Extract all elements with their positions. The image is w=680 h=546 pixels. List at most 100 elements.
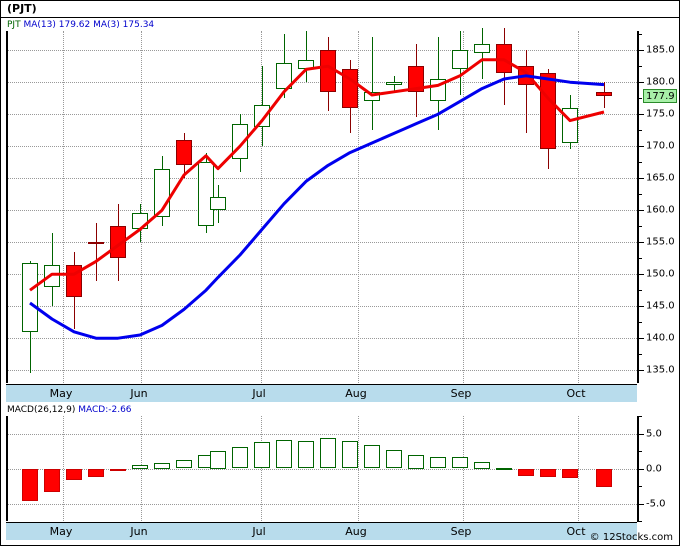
ma3-line xyxy=(29,58,605,292)
copyright-footer: © 12Stocks.com xyxy=(589,532,673,543)
price-month-axis: May Jun Jul Aug Sep Oct xyxy=(6,384,637,402)
macd-bar xyxy=(452,457,468,469)
macd-bar xyxy=(342,441,358,469)
price-axis-minor-tick xyxy=(637,162,642,164)
candle-wick xyxy=(96,223,97,281)
month-label: Aug xyxy=(345,525,367,538)
price-axis-tick xyxy=(637,274,644,276)
candle-body xyxy=(22,262,38,332)
price-gridline xyxy=(8,178,637,180)
macd-chart-panel[interactable] xyxy=(6,416,637,521)
candle-body xyxy=(276,63,292,89)
macd-bar xyxy=(320,438,336,469)
price-axis-minor-tick xyxy=(637,258,642,260)
macd-axis-minor-tick xyxy=(637,521,642,522)
macd-axis-label: 5.0 xyxy=(646,428,662,439)
price-gridline xyxy=(8,306,637,308)
macd-bar xyxy=(132,465,148,469)
price-axis-minor-tick xyxy=(637,226,642,228)
macd-bar xyxy=(364,445,380,469)
month-label: Aug xyxy=(345,387,367,400)
price-axis-label: 185.0 xyxy=(646,44,675,56)
macd-axis-label: -5.0 xyxy=(646,498,666,509)
month-label: Jun xyxy=(130,525,148,538)
candle-body xyxy=(342,69,358,108)
macd-axis-minor-tick xyxy=(637,451,642,452)
month-label: Jul xyxy=(252,387,266,400)
price-axis-minor-tick xyxy=(637,34,642,36)
candle-body xyxy=(198,162,214,227)
macd-axis-tick xyxy=(637,433,644,435)
macd-bar xyxy=(176,460,192,469)
price-axis-label: 155.0 xyxy=(646,236,675,248)
macd-gridline xyxy=(8,468,637,470)
candle-wick xyxy=(482,27,483,79)
price-chart-panel[interactable] xyxy=(6,27,637,383)
price-axis-label: 140.0 xyxy=(646,332,675,344)
price-gridline xyxy=(8,146,637,148)
month-label: May xyxy=(49,525,73,538)
month-label: Sep xyxy=(450,387,472,400)
macd-bar xyxy=(474,461,490,469)
macd-value-label: MACD:-2.66 xyxy=(78,405,132,415)
macd-axis-tick xyxy=(637,468,644,470)
macd-bar xyxy=(430,457,446,469)
month-label: Oct xyxy=(566,387,586,400)
legend-ma3-label: MA(3) xyxy=(93,20,120,30)
price-axis-tick xyxy=(637,242,644,244)
candle-body xyxy=(596,91,612,96)
candle-body xyxy=(254,104,270,127)
macd-axis-minor-tick xyxy=(637,416,642,417)
price-month-gridline xyxy=(578,31,579,383)
macd-bar xyxy=(298,441,314,469)
month-label: Oct xyxy=(566,525,586,538)
macd-bar xyxy=(210,451,226,469)
price-axis-tick xyxy=(637,82,644,84)
price-axis-tick xyxy=(637,338,644,340)
candle-body xyxy=(364,91,380,102)
price-axis-tick xyxy=(637,178,644,180)
macd-axis-tick xyxy=(637,503,644,505)
price-month-gridline xyxy=(261,31,262,383)
price-axis-minor-tick xyxy=(637,322,642,324)
month-label: Jul xyxy=(252,525,266,538)
candle-body xyxy=(474,43,490,54)
price-axis-line xyxy=(637,31,639,383)
macd-bar xyxy=(540,468,556,477)
macd-gridline xyxy=(8,433,637,435)
price-axis-minor-tick xyxy=(637,98,642,100)
legend-ma13-value: 179.62 xyxy=(58,20,91,30)
macd-bar xyxy=(408,454,424,469)
price-gridline xyxy=(8,114,637,116)
legend-symbol: PJT xyxy=(7,20,21,30)
macd-axis-minor-tick xyxy=(637,486,642,487)
price-gridline xyxy=(8,210,637,212)
price-axis-label: 150.0 xyxy=(646,268,675,280)
price-axis-minor-tick xyxy=(637,354,642,356)
macd-bar xyxy=(66,468,82,480)
macd-bar xyxy=(88,468,104,477)
candle-body xyxy=(210,197,226,211)
macd-bar xyxy=(518,468,534,477)
price-month-gridline xyxy=(463,31,464,383)
price-axis-label: 170.0 xyxy=(646,140,675,152)
price-legend: PJT MA(13) 179.62 MA(3) 175.34 xyxy=(7,20,154,30)
candle-body xyxy=(386,82,402,86)
page-title: (PJT) xyxy=(7,2,37,15)
last-price-label: 177.9 xyxy=(643,88,677,103)
month-label: Jun xyxy=(130,387,148,400)
candle-body xyxy=(88,242,104,245)
macd-params-label: MACD(26,12,9) xyxy=(7,405,76,415)
macd-bar xyxy=(154,463,170,469)
macd-legend: MACD(26,12,9) MACD:-2.66 xyxy=(7,405,132,415)
macd-bar xyxy=(22,468,38,501)
macd-bar xyxy=(386,450,402,469)
price-axis-tick xyxy=(637,114,644,116)
price-gridline xyxy=(8,242,637,244)
candle-wick xyxy=(526,50,527,134)
price-axis-label: 160.0 xyxy=(646,204,675,216)
price-axis: 185.0 180.0 175.0 170.0 165.0 160.0 155.0 150.0… xyxy=(637,31,680,383)
macd-bar xyxy=(562,468,578,479)
candle-body xyxy=(110,226,126,259)
